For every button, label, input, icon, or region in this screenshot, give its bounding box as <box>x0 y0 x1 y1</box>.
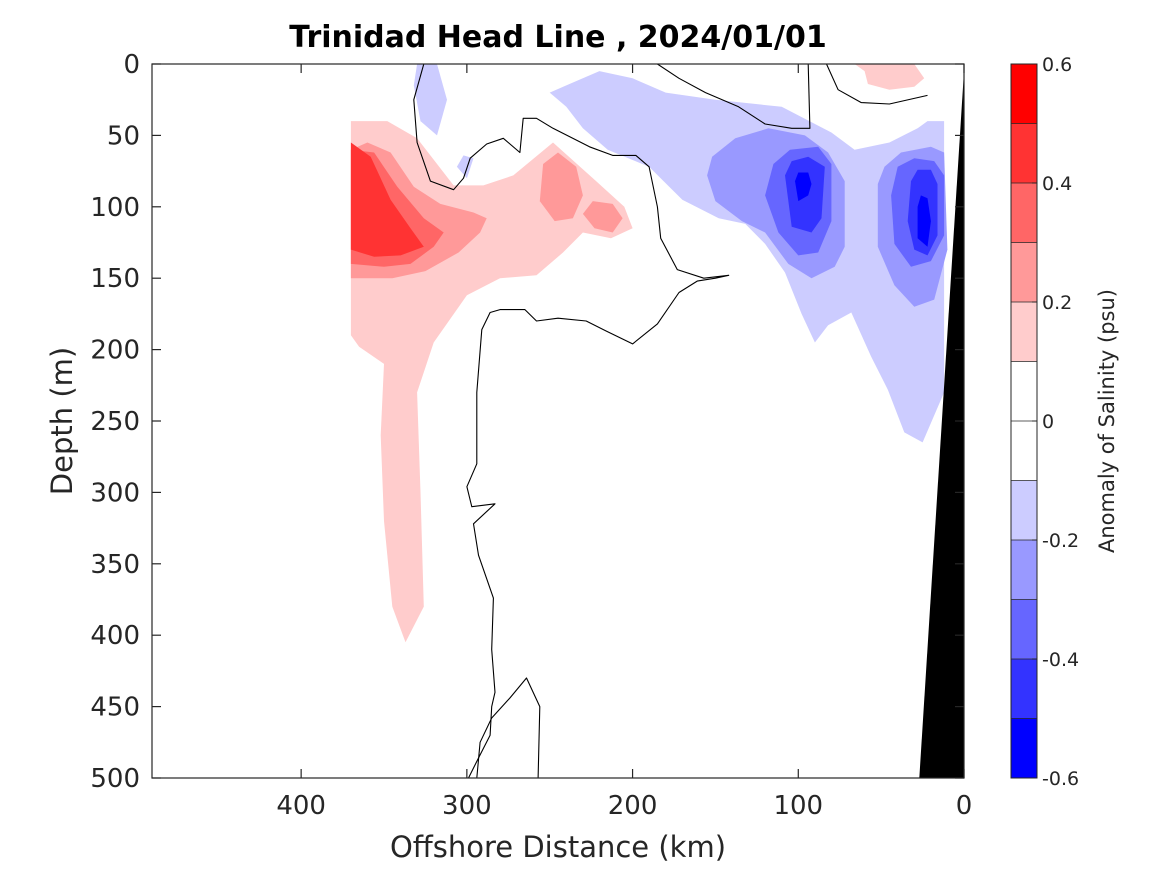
y-tick-label-500: 500 <box>90 764 140 794</box>
y-tick-label-150: 150 <box>90 264 140 294</box>
colorbar-tick-label-3: -0.2 <box>1042 530 1079 552</box>
anomaly-fill-layer <box>350 64 948 643</box>
colorbar-band-9 <box>1011 242 1037 302</box>
colorbar-band-8 <box>1011 302 1037 362</box>
colorbar-band-1 <box>1011 718 1037 778</box>
colorbar-tick-label-6: 0.4 <box>1042 173 1072 195</box>
colorbar-band-4 <box>1011 540 1037 600</box>
x-tick-label-200: 200 <box>608 791 658 821</box>
anomaly-region-4 <box>539 152 583 222</box>
colorbar-tick-label-2: -0.4 <box>1042 649 1079 671</box>
colorbar-band-3 <box>1011 599 1037 659</box>
bathymetry-layer <box>919 71 964 778</box>
chart-title: Trinidad Head Line , 2024/01/01 <box>289 20 826 55</box>
colorbar-band-6 <box>1011 421 1037 481</box>
zero-contour-line-4 <box>476 677 541 778</box>
anomaly-region-5 <box>582 201 623 233</box>
y-tick-label-300: 300 <box>90 478 140 508</box>
anomaly-region-7 <box>350 142 424 257</box>
colorbar-band-5 <box>1011 480 1037 540</box>
y-tick-label-100: 100 <box>90 193 140 223</box>
anomaly-region-17 <box>795 172 812 202</box>
anomaly-region-18 <box>917 195 931 247</box>
zero-contour-line-1 <box>413 64 730 778</box>
x-tick-label-300: 300 <box>442 791 492 821</box>
y-tick-label-350: 350 <box>90 550 140 580</box>
colorbar-tick-label-1: -0.6 <box>1042 768 1079 790</box>
x-axis-label: Offshore Distance (km) <box>390 830 726 864</box>
colorbar: -0.6 -0.4 -0.2 0 0.2 0.4 0.6 <box>1010 54 1079 790</box>
y-axis: 0 50 100 150 200 250 300 350 400 450 500 <box>90 50 964 794</box>
y-tick-label-200: 200 <box>90 336 140 366</box>
zero-contour-layer <box>413 64 928 778</box>
colorbar-tick-label-4: 0 <box>1042 411 1054 433</box>
colorbar-band-2 <box>1011 659 1037 719</box>
y-axis-label: Depth (m) <box>45 347 79 495</box>
y-tick-label-0: 0 <box>123 50 140 80</box>
y-tick-label-400: 400 <box>90 621 140 651</box>
x-tick-label-0: 0 <box>956 791 973 821</box>
anomaly-region-8 <box>413 64 447 136</box>
zero-contour-line-2 <box>657 64 811 129</box>
colorbar-label: Anomaly of Salinity (psu) <box>1095 289 1119 553</box>
y-tick-label-250: 250 <box>90 407 140 437</box>
colorbar-tick-label-5: 0.2 <box>1042 292 1072 314</box>
zero-contour-line-3 <box>825 64 928 105</box>
x-tick-label-400: 400 <box>276 791 326 821</box>
colorbar-tick-label-7: 0.6 <box>1042 54 1072 76</box>
colorbar-band-11 <box>1011 123 1037 183</box>
x-tick-label-100: 100 <box>773 791 823 821</box>
colorbar-band-10 <box>1011 183 1037 243</box>
anomaly-region-2 <box>854 64 925 90</box>
y-tick-label-50: 50 <box>107 121 140 151</box>
y-tick-label-450: 450 <box>90 693 140 723</box>
anomaly-region-10 <box>549 71 945 443</box>
colorbar-band-7 <box>1011 361 1037 421</box>
x-axis: 400 300 200 100 0 <box>276 64 972 821</box>
seafloor-bathymetry <box>919 71 964 778</box>
colorbar-band-12 <box>1011 64 1037 124</box>
